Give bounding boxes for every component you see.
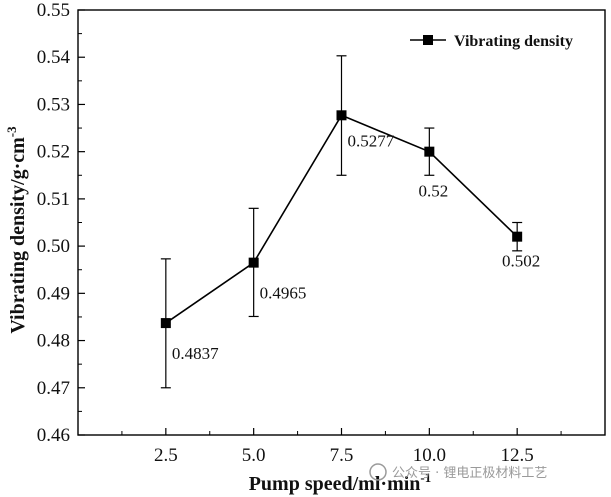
x-tick-labels: 2.5 5.0 7.5 10.0 12.5 — [154, 445, 534, 466]
legend-marker — [423, 35, 433, 45]
y-tick-label: 0.46 — [37, 425, 70, 446]
legend: Vibrating density — [410, 33, 573, 50]
x-tick-label: 10.0 — [413, 445, 446, 466]
y-tick-label: 0.47 — [37, 378, 70, 399]
watermark-text: 公众号 · 锂电正极材料工艺 — [392, 466, 547, 481]
data-point — [336, 110, 347, 121]
wechat-icon — [369, 463, 387, 481]
x-axis-title: Pump speed/ml·min-1 — [249, 470, 432, 495]
y-tick-label: 0.52 — [37, 142, 70, 163]
y-tick-label: 0.55 — [37, 0, 70, 21]
data-labels: 0.4837 0.4965 0.5277 0.52 0.502 — [172, 131, 540, 363]
y-tick-label: 0.48 — [37, 331, 70, 352]
data-point — [248, 257, 259, 268]
y-tick-label: 0.54 — [37, 47, 71, 68]
axes-layer — [77, 9, 606, 436]
x-tick-label: 5.0 — [242, 445, 266, 466]
legend-label: Vibrating density — [454, 33, 573, 50]
watermark: 公众号 · 锂电正极材料工艺 — [369, 463, 547, 481]
data-label: 0.4965 — [260, 284, 307, 303]
y-tick-label: 0.53 — [37, 94, 70, 115]
data-label: 0.52 — [418, 182, 448, 201]
y-tick-label: 0.49 — [37, 283, 70, 304]
x-tick-label: 12.5 — [501, 445, 534, 466]
x-tick-label: 7.5 — [330, 445, 354, 466]
data-label: 0.502 — [502, 252, 540, 271]
series-layer — [160, 55, 523, 389]
y-tick-label: 0.51 — [37, 189, 70, 210]
data-point — [160, 318, 171, 329]
data-label: 0.4837 — [172, 344, 219, 363]
y-tick-label: 0.50 — [37, 236, 70, 257]
data-point — [512, 231, 523, 242]
data-point — [424, 146, 435, 157]
y-axis-title: Vibrating density/g·cm-3 — [4, 126, 29, 334]
data-label: 0.5277 — [348, 131, 395, 150]
x-tick-label: 2.5 — [154, 445, 178, 466]
y-tick-labels: 0.46 0.47 0.48 0.49 0.50 0.51 0.52 0.53 0.54 0.55 — [37, 0, 71, 446]
